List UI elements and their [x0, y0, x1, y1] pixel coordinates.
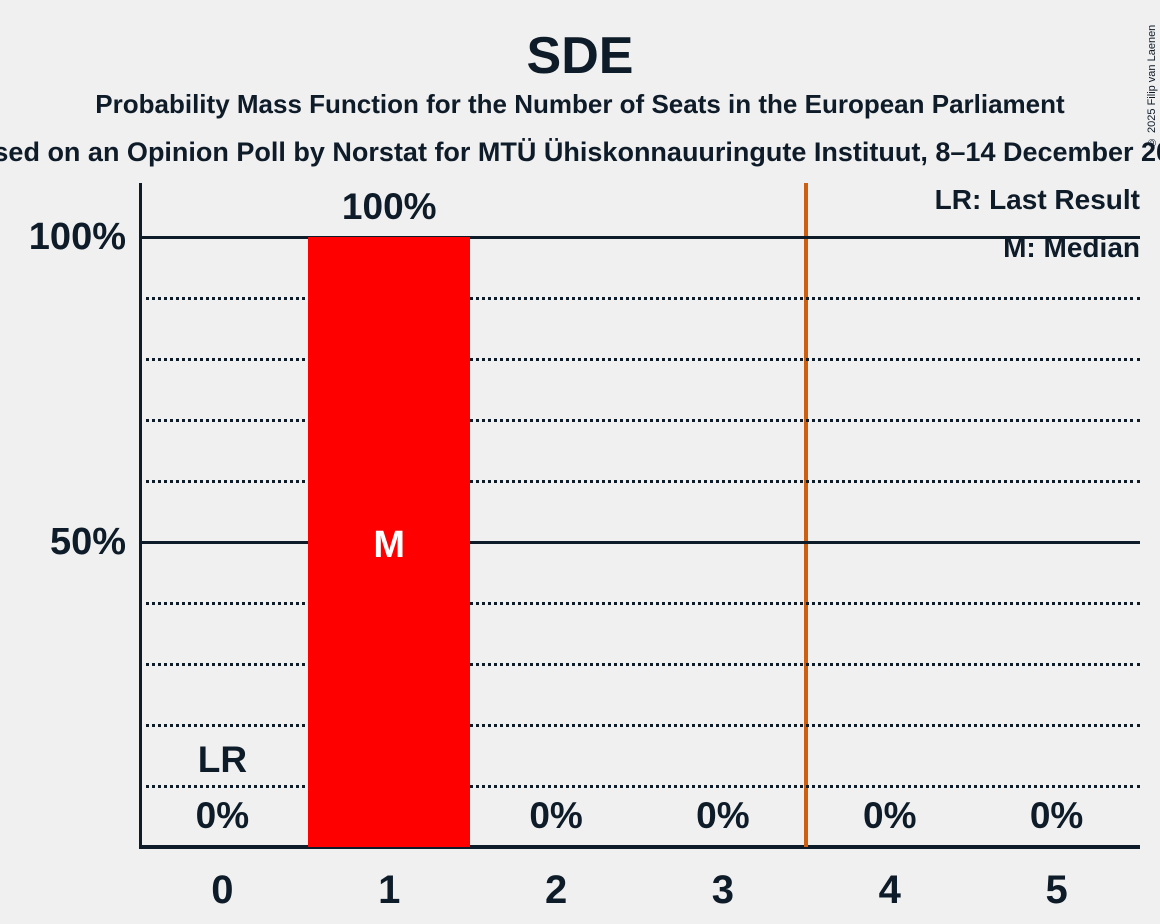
bar-value-label: 0% — [195, 795, 250, 836]
gridline-dotted — [139, 601, 1140, 605]
bar-value-label: 0% — [696, 795, 750, 836]
bar — [308, 237, 471, 847]
threshold-line — [804, 183, 809, 847]
chart-subtitle: Probability Mass Function for the Number… — [95, 89, 1065, 119]
chart-title: SDE — [526, 27, 634, 85]
median-label: M — [373, 524, 406, 566]
bar-value-label: 0% — [529, 795, 583, 836]
gridline-dotted — [139, 418, 1140, 422]
x-tick-label: 0 — [211, 868, 234, 912]
copyright-notice: © 2025 Filip van Laenen — [1146, 24, 1158, 148]
x-tick-label: 2 — [544, 868, 568, 912]
gridline-solid — [139, 540, 1140, 544]
bar-value-label: 0% — [863, 795, 917, 836]
last-result-label: LR — [197, 739, 248, 780]
x-tick-label: 4 — [878, 868, 901, 912]
x-tick-label: 1 — [378, 868, 401, 912]
legend-last-result: LR: Last Result — [934, 184, 1140, 215]
gridline-dotted — [139, 357, 1140, 361]
y-axis-line — [139, 183, 142, 849]
chart-source-line: Based on an Opinion Poll by Norstat for … — [0, 137, 1160, 167]
gridline-dotted — [139, 296, 1140, 300]
x-tick-label: 3 — [711, 868, 735, 912]
gridline-dotted — [139, 784, 1140, 788]
y-tick-label: 50% — [49, 521, 126, 563]
bar-value-label: 100% — [341, 186, 437, 227]
gridline-dotted — [139, 662, 1140, 666]
bar-value-label: 0% — [1029, 795, 1084, 836]
y-tick-label: 100% — [28, 216, 126, 258]
gridline-dotted — [139, 479, 1140, 483]
x-tick-label: 5 — [1045, 868, 1068, 912]
x-axis-line — [139, 845, 1140, 849]
gridline-solid — [139, 235, 1140, 239]
gridline-dotted — [139, 723, 1140, 727]
